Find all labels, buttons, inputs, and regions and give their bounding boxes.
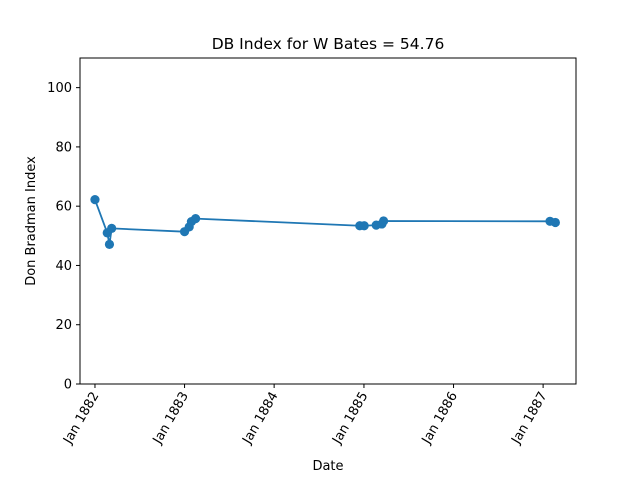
x-tick-label: Jan 1887 (508, 390, 550, 448)
y-axis: 0 20 40 60 80 100 (47, 81, 80, 393)
y-tick-label: 100 (47, 81, 72, 96)
data-point (104, 239, 115, 250)
data-point (90, 195, 100, 205)
x-tick-label: Jan 1883 (150, 390, 192, 448)
plot-frame (79, 57, 577, 385)
x-axis-label: Date (312, 459, 343, 474)
x-tick-label: Jan 1882 (60, 390, 102, 448)
y-tick-label: 80 (55, 140, 72, 155)
data-point (359, 221, 369, 231)
x-tick-label: Jan 1886 (419, 390, 461, 448)
data-point (107, 223, 117, 234)
y-tick-label: 20 (55, 318, 72, 333)
data-layer (90, 195, 560, 250)
y-tick-label: 60 (55, 200, 72, 215)
y-axis-label: Don Bradman Index (24, 156, 39, 286)
x-axis: Jan 1882 Jan 1883 Jan 1884 Jan 1885 Jan 1886… (60, 384, 551, 448)
data-point (190, 214, 201, 224)
data-point (378, 216, 389, 226)
y-tick-label: 40 (55, 259, 72, 274)
y-tick-label: 0 (64, 378, 72, 393)
x-tick-label: Jan 1884 (239, 390, 281, 448)
chart-title: DB Index for W Bates = 54.76 (212, 35, 445, 53)
x-tick-label: Jan 1885 (329, 390, 371, 448)
data-point (550, 217, 560, 228)
